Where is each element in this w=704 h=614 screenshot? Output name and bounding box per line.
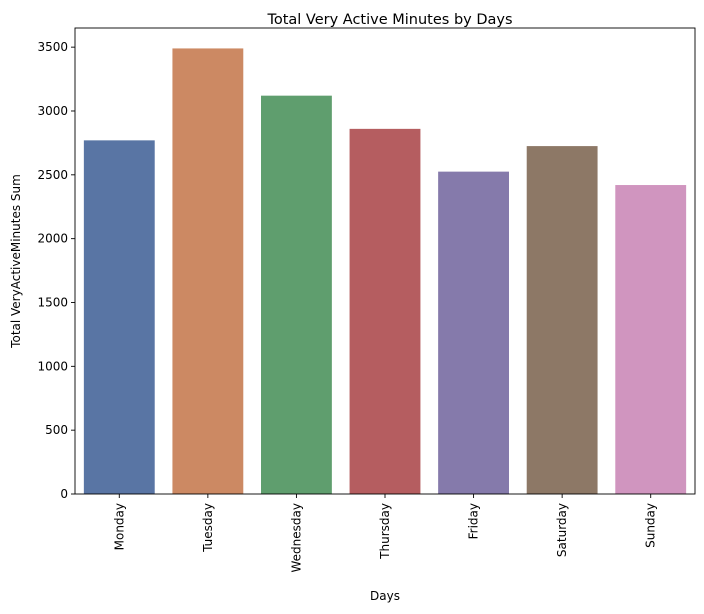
y-tick-label: 500: [45, 423, 68, 437]
bar-sunday: [615, 185, 687, 494]
x-tick-label-tuesday: Tuesday: [201, 503, 215, 553]
y-tick-label: 2500: [37, 168, 68, 182]
y-tick-label: 0: [60, 487, 68, 501]
y-tick-label: 2000: [37, 232, 68, 246]
y-axis: 0 500 1000 1500 2000 2500 3000 3500: [37, 40, 75, 501]
x-axis: Monday Tuesday Wednesday Thursday Friday Satu…: [112, 494, 658, 572]
bar-tuesday: [172, 48, 244, 494]
y-tick-label: 3500: [37, 40, 68, 54]
x-tick-label-sunday: Sunday: [644, 503, 658, 548]
bar-monday: [83, 140, 155, 494]
x-tick-label-thursday: Thursday: [378, 503, 392, 560]
y-tick-label: 1500: [37, 295, 68, 309]
x-tick-label-wednesday: Wednesday: [289, 503, 303, 572]
bar-thursday: [349, 128, 421, 494]
bar-friday: [438, 171, 509, 495]
plot-frame: [74, 27, 696, 495]
x-tick-label-monday: Monday: [112, 503, 126, 550]
bar-wednesday: [261, 95, 332, 494]
x-tick-label-saturday: Saturday: [555, 503, 569, 557]
x-tick-label-friday: Friday: [467, 503, 481, 539]
x-axis-title: Days: [370, 589, 400, 603]
y-tick-label: 3000: [37, 104, 68, 118]
chart-title: Total Very Active Minutes by Days: [266, 12, 512, 28]
y-tick-label: 1000: [37, 359, 68, 373]
y-axis-title: Total VeryActiveMinutes Sum: [9, 174, 23, 349]
bar-saturday: [526, 146, 598, 494]
bars-group: [83, 48, 687, 495]
